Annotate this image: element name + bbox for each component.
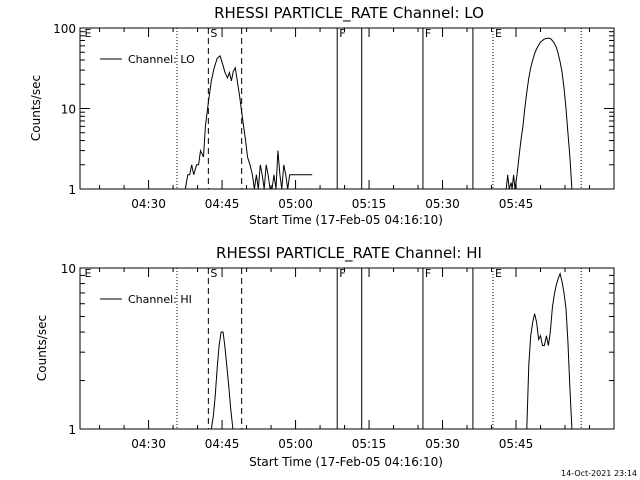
generation-timestamp: 14-Oct-2021 23:14: [561, 469, 637, 478]
hi-x-tick-label: 05:15: [352, 437, 387, 451]
lo-y-tick-label: 100: [53, 22, 76, 36]
lo-y-tick-label: 1: [68, 183, 76, 197]
hi-channel-panel: RHESSI PARTICLE_RATE Channel: HI Start T…: [35, 244, 615, 469]
lo-x-axis-label: Start Time (17-Feb-05 04:16:10): [249, 213, 443, 227]
hi-x-tick-label: 04:30: [131, 437, 166, 451]
hi-x-tick-label: 05:45: [499, 437, 534, 451]
hi-flag-label: F: [339, 267, 345, 280]
lo-x-tick-label: 05:15: [352, 197, 387, 211]
hi-flag-label: E: [495, 267, 502, 280]
lo-y-axis-label: Counts/sec: [29, 75, 43, 141]
hi-series-line: [526, 272, 573, 430]
lo-flag-label: F: [339, 27, 345, 40]
lo-flag-label: F: [425, 27, 431, 40]
hi-series-line: [210, 331, 234, 430]
lo-chart-title: RHESSI PARTICLE_RATE Channel: LO: [214, 4, 484, 23]
hi-x-tick-label: 05:00: [278, 437, 313, 451]
hi-x-axis-label: Start Time (17-Feb-05 04:16:10): [249, 455, 443, 469]
lo-y-tick-label: 10: [61, 103, 76, 117]
lo-x-tick-label: 04:30: [131, 197, 166, 211]
hi-plot-frame: [79, 267, 615, 430]
hi-x-tick-label: 04:45: [205, 437, 240, 451]
lo-x-tick-label: 05:00: [278, 197, 313, 211]
hi-x-tick-label: 05:30: [425, 437, 460, 451]
hi-flag-label: F: [425, 267, 431, 280]
lo-x-tick-label: 04:45: [205, 197, 240, 211]
lo-flag-label: E: [84, 27, 91, 40]
lo-x-tick-label: 05:30: [425, 197, 460, 211]
lo-flag-label: S: [210, 27, 217, 40]
hi-y-tick-label: 10: [61, 262, 76, 276]
hi-chart-title: RHESSI PARTICLE_RATE Channel: HI: [216, 244, 482, 263]
hi-y-axis-label: Counts/sec: [35, 315, 49, 381]
hi-y-tick-label: 1: [68, 423, 76, 437]
lo-series-line: [184, 55, 313, 190]
lo-channel-panel: RHESSI PARTICLE_RATE Channel: LO Start T…: [29, 4, 615, 227]
hi-flag-label: S: [210, 267, 217, 280]
lo-legend-label: Channel: LO: [128, 53, 195, 66]
hi-flag-label: E: [84, 267, 91, 280]
lo-x-tick-label: 05:45: [499, 197, 534, 211]
hi-legend-label: Channel: HI: [128, 293, 192, 306]
lo-flag-label: E: [495, 27, 502, 40]
lo-series-line: [505, 37, 573, 190]
